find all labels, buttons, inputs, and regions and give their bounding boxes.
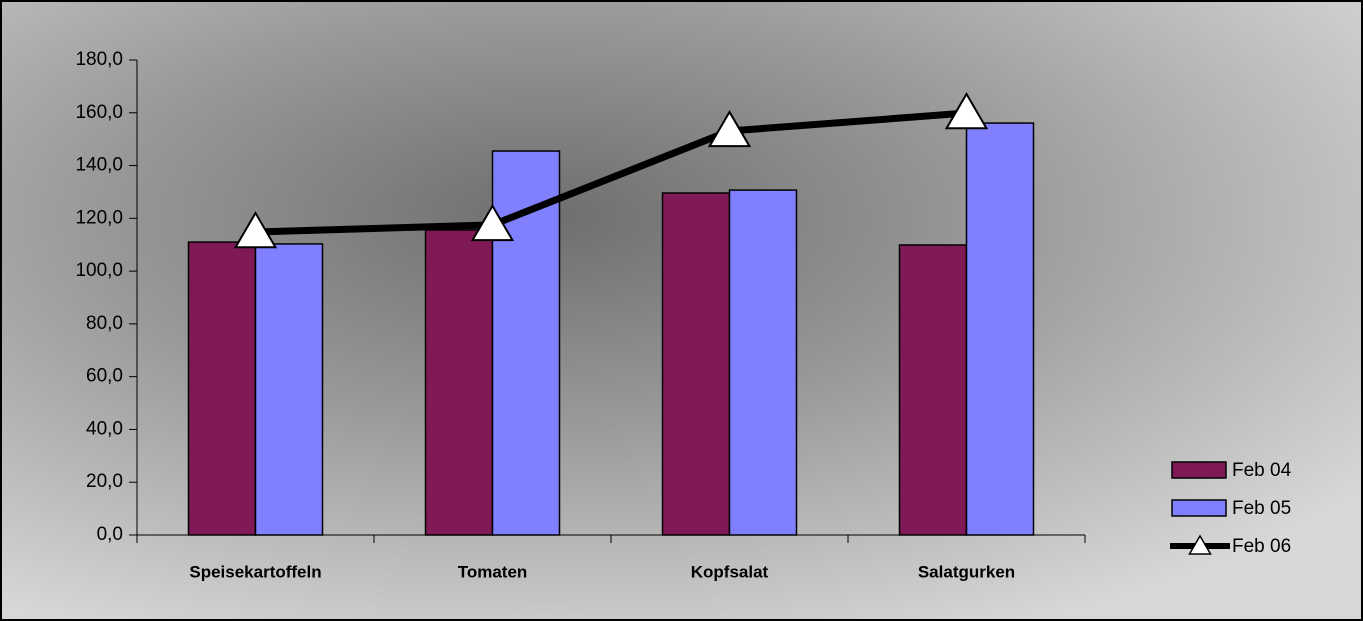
legend-label: Feb 04 [1232, 460, 1292, 481]
y-tick-label: 100,0 [75, 260, 123, 281]
legend-swatch [1172, 500, 1226, 516]
chart: 0,0 20,0 40,0 60,0 80,0 100,0 120,0 140,0 160,0 1… [0, 0, 1363, 621]
y-tick-label: 180,0 [75, 49, 123, 70]
legend-swatch [1172, 462, 1226, 478]
y-tick-label: 80,0 [86, 313, 123, 334]
bar [426, 230, 493, 535]
bar [730, 190, 797, 535]
bar [900, 245, 967, 535]
x-tick-label: Kopfsalat [691, 562, 769, 581]
bar [663, 193, 730, 535]
y-tick-label: 140,0 [75, 155, 123, 176]
y-tick-label: 120,0 [75, 207, 123, 228]
bar [256, 244, 323, 535]
legend-label: Feb 06 [1232, 536, 1291, 557]
y-tick-label: 0,0 [97, 524, 123, 545]
bar [189, 242, 256, 535]
x-tick-label: Salatgurken [918, 562, 1015, 581]
y-tick-label: 40,0 [86, 418, 123, 439]
legend-label: Feb 05 [1232, 498, 1291, 519]
bar [967, 123, 1034, 535]
x-tick-label: Speisekartoffeln [189, 562, 321, 581]
y-tick-label: 60,0 [86, 366, 123, 387]
x-tick-label: Tomaten [458, 562, 528, 581]
y-tick-label: 160,0 [75, 102, 123, 123]
y-tick-label: 20,0 [86, 471, 123, 492]
